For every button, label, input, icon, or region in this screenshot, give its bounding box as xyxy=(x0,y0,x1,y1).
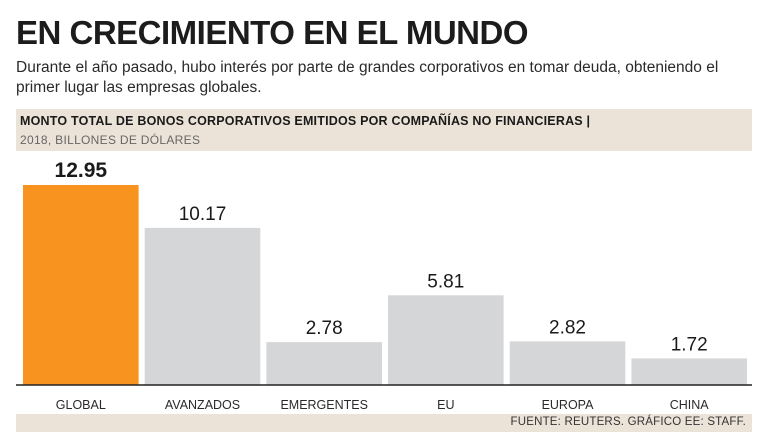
bar-emergentes xyxy=(266,342,382,385)
category-label-avanzados: AVANZADOS xyxy=(165,398,240,412)
bar-china xyxy=(631,358,747,385)
value-label-eu: 5.81 xyxy=(427,271,464,292)
chart-subtitle: 2018, BILLONES DE DÓLARES xyxy=(20,133,201,147)
value-label-emergentes: 2.78 xyxy=(306,318,343,339)
category-label-china: CHINA xyxy=(670,398,710,412)
category-label-global: GLOBAL xyxy=(56,398,106,412)
category-label-eu: EU xyxy=(437,398,454,412)
category-label-emergentes: EMERGENTES xyxy=(280,398,368,412)
chart-header: MONTO TOTAL DE BONOS CORPORATIVOS EMITID… xyxy=(16,109,752,151)
intro-text: Durante el año pasado, hubo interés por … xyxy=(16,59,719,96)
bar-europa xyxy=(509,341,626,385)
value-label-china: 1.72 xyxy=(671,334,708,355)
bar-avanzados xyxy=(144,227,261,385)
value-label-europa: 2.82 xyxy=(549,317,586,338)
value-label-global: 12.95 xyxy=(55,159,108,182)
source-note: FUENTE: REUTERS. GRÁFICO EE: STAFF. xyxy=(510,416,746,428)
source-band: FUENTE: REUTERS. GRÁFICO EE: STAFF. xyxy=(16,414,752,432)
page-title: EN CRECIMIENTO EN EL MUNDO xyxy=(16,14,529,51)
value-label-avanzados: 10.17 xyxy=(179,204,227,225)
chart-title: MONTO TOTAL DE BONOS CORPORATIVOS EMITID… xyxy=(20,114,591,128)
category-label-europa: EUROPA xyxy=(542,398,595,412)
bar-eu xyxy=(388,295,504,385)
bar-global xyxy=(23,185,139,385)
